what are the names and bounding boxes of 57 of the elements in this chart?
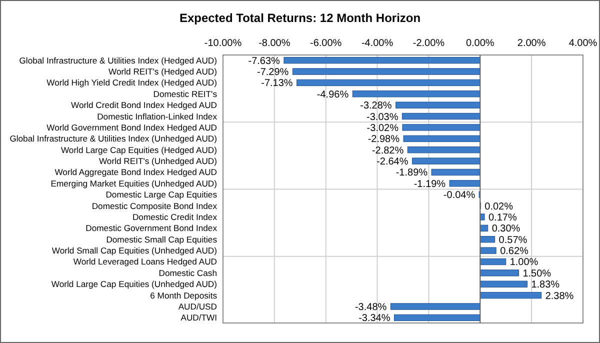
y-tick-label: Domestic Credit Index — [132, 212, 218, 222]
y-tick-label: Global Infrastructure & Utilities Index (Unhedged AUD) — [10, 134, 218, 144]
y-tick-label: Domestic Inflation-Linked Index — [97, 111, 218, 122]
y-tick-label: 6 Month Deposits — [150, 290, 217, 300]
y-tick-label: World Aggregate Bond Index Hedged AUD — [54, 167, 217, 178]
y-tick-label: Domestic Large Cap Equities — [106, 190, 217, 200]
y-tick-label: World Small Cap Equities (Unhedged AUD) — [52, 246, 218, 256]
data-label: -3.34% — [358, 313, 390, 324]
y-tick-label: Global Infrastructure & Utilities Index (Hedged AUD) — [19, 55, 218, 66]
y-tick-label: Domestic Composite Bond Index — [92, 200, 218, 211]
data-label: -3.02% — [366, 122, 399, 134]
y-tick-label: World REIT's (Hedged AUD) — [108, 66, 218, 77]
data-label: -1.89% — [396, 168, 428, 179]
data-label: 0.02% — [484, 201, 514, 212]
data-label: -0.04% — [443, 190, 476, 202]
x-tick-label: -2.00% — [412, 38, 445, 49]
x-tick-label: 0.00% — [466, 38, 494, 49]
chart-title: Expected Total Returns: 12 Month Horizon — [179, 11, 421, 25]
y-tick-label: Domestic Cash — [158, 268, 218, 278]
data-label: -2.98% — [368, 134, 400, 146]
y-tick-label: World Large Cap Equities (Unhedged AUD) — [51, 279, 218, 290]
x-tick-label: 2.00% — [517, 38, 546, 49]
x-tick-label: -10.00% — [204, 38, 242, 49]
data-label: -7.29% — [257, 67, 289, 78]
y-tick-label: World High Yield Credit Index (Hedged AUD) — [46, 78, 218, 88]
x-tick-label: -4.00% — [361, 38, 394, 49]
data-label: -1.19% — [414, 178, 446, 190]
data-label: 0.62% — [500, 246, 529, 258]
y-tick-label: AUD/TWI — [180, 312, 217, 323]
data-label: -2.64% — [376, 156, 408, 168]
data-label: -3.28% — [360, 100, 392, 112]
data-label: 1.00% — [510, 257, 538, 268]
x-tick-label: 4.00% — [568, 38, 598, 49]
y-tick-label: World Large Cap Equities (Hedged AUD) — [60, 144, 218, 155]
x-tick-label: -6.00% — [310, 38, 342, 49]
y-tick-label: World Leveraged Loans Hedged AUD — [73, 256, 217, 267]
data-label: -2.82% — [372, 145, 404, 156]
y-tick-label: World REIT's (Unhedged AUD) — [98, 156, 218, 166]
data-label: 0.30% — [492, 224, 520, 235]
data-label: -3.03% — [366, 112, 398, 123]
data-label: 1.50% — [522, 268, 552, 280]
data-label: 2.38% — [545, 290, 574, 302]
y-tick-label: Domestic REIT's — [153, 88, 217, 99]
y-tick-label: World Credit Bond Index Hedged AUD — [70, 100, 217, 110]
y-tick-label: AUD/USD — [178, 302, 217, 312]
y-tick-label: Domestic Government Bond Index — [86, 223, 218, 234]
x-tick-label: -8.00% — [258, 38, 290, 49]
data-label: 1.83% — [531, 280, 560, 291]
data-label: 0.57% — [498, 234, 528, 246]
data-label: -7.63% — [248, 56, 280, 67]
data-label: 0.17% — [488, 212, 517, 224]
y-tick-label: Emerging Market Equities (Unhedged AUD) — [50, 178, 218, 188]
data-label: -4.96% — [316, 89, 349, 100]
data-label: -7.13% — [261, 78, 293, 90]
data-label: -3.48% — [354, 302, 387, 313]
y-tick-label: World Government Bond Index Hedged AUD — [46, 122, 217, 132]
y-tick-label: Domestic Small Cap Equities — [106, 234, 217, 244]
